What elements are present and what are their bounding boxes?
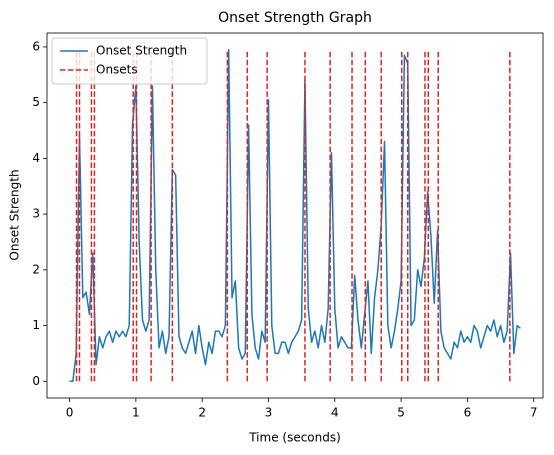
y-tick-label: 6 xyxy=(32,39,40,53)
x-tick-label: 3 xyxy=(265,406,273,420)
y-axis-label: Onset Strength xyxy=(8,169,22,260)
chart-title: Onset Strength Graph xyxy=(218,10,372,26)
y-tick-label: 0 xyxy=(32,374,40,388)
y-tick-label: 4 xyxy=(32,151,40,165)
plot-frame xyxy=(46,32,544,399)
x-axis-label: Time (seconds) xyxy=(248,431,341,445)
x-tick-label: 6 xyxy=(464,406,472,420)
x-tick-label: 0 xyxy=(66,406,74,420)
x-tick-label: 5 xyxy=(397,406,405,420)
x-tick-label: 4 xyxy=(331,406,339,420)
y-tick-label: 1 xyxy=(32,318,40,332)
x-tick-label: 1 xyxy=(132,406,140,420)
y-tick-label: 5 xyxy=(32,95,40,109)
legend: Onset Strength Onsets xyxy=(51,37,208,85)
line-series xyxy=(69,48,521,383)
legend-label: Onsets xyxy=(96,63,138,77)
x-tick-label: 7 xyxy=(530,406,538,420)
y-tick-label: 2 xyxy=(32,262,40,276)
y-tick-label: 3 xyxy=(32,207,40,221)
legend-label: Onset Strength xyxy=(96,44,187,58)
x-tick-label: 2 xyxy=(198,406,206,420)
legend-box xyxy=(51,37,208,85)
